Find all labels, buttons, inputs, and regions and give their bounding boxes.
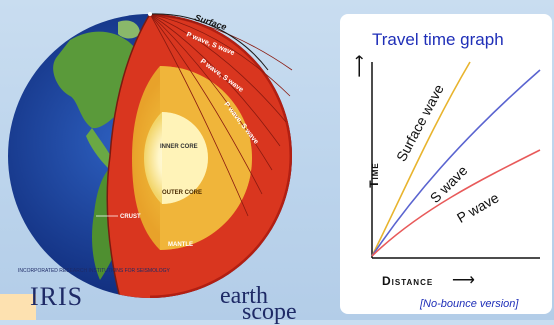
iris-tagline: INCORPORATED RESEARCH INSTITUTIONS FOR S… bbox=[18, 268, 170, 274]
inner-core-label: INNER CORE bbox=[160, 144, 198, 150]
earthscope-logo: earth scope bbox=[220, 284, 297, 324]
inner-core-bulge bbox=[162, 112, 208, 204]
crust-label: CRUST bbox=[120, 214, 141, 220]
y-axis-arrow-icon: ⟶ bbox=[351, 54, 369, 78]
mantle-label: MANTLE bbox=[168, 242, 193, 248]
y-axis-label: Time bbox=[367, 162, 381, 188]
surface-wave-arc bbox=[149, 13, 269, 71]
cut-boundary bbox=[106, 14, 151, 298]
corner-highlight bbox=[0, 294, 36, 320]
outer-core-label: OUTER CORE bbox=[162, 190, 202, 196]
ray-paths bbox=[149, 13, 293, 217]
crust-rim bbox=[149, 14, 292, 298]
graph-title: Travel time graph bbox=[372, 30, 504, 49]
earthquake-source bbox=[148, 12, 152, 16]
continent-greenland bbox=[118, 20, 140, 39]
x-axis-label: Distance bbox=[382, 274, 434, 288]
iris-logo: IRIS bbox=[30, 282, 84, 311]
x-axis-arrow-icon: ⟶ bbox=[452, 272, 475, 289]
earthscope-logo-line2: scope bbox=[242, 299, 297, 325]
version-note: [No-bounce version] bbox=[420, 298, 519, 310]
continent-central-america bbox=[86, 128, 114, 168]
earthscope-logo-line1: earth bbox=[220, 283, 268, 309]
